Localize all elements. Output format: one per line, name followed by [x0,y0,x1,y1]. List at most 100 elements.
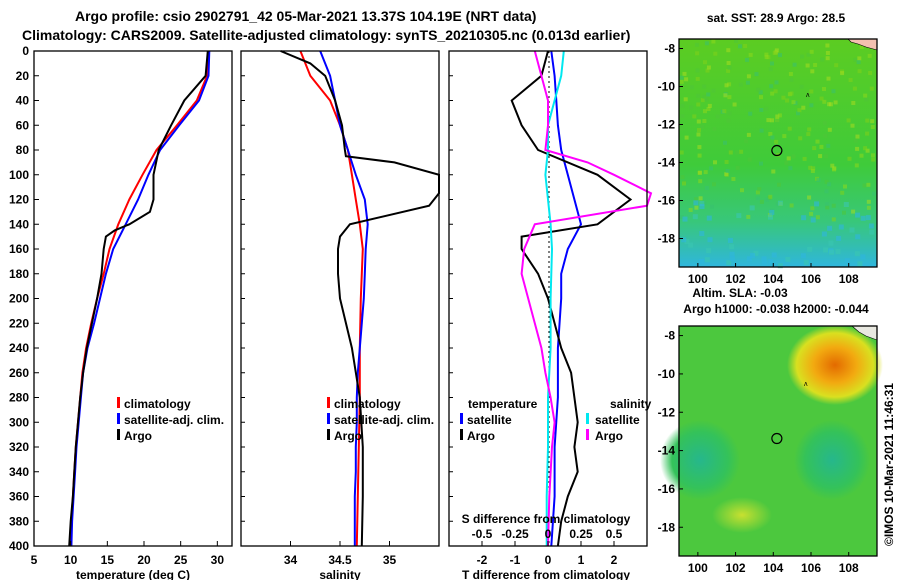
sst-speckle [824,179,829,184]
sst-speckle [823,247,829,253]
sst-speckle [679,126,683,131]
sst-speckle [808,165,813,170]
sst-speckle [801,215,807,221]
sst-speckle [735,150,740,155]
y-tick-label: 20 [16,69,30,83]
sst-speckle [792,62,797,67]
y-tick-label: 380 [9,514,29,528]
map-x-tick-label: 102 [726,272,746,286]
sst-speckle [826,76,831,81]
legend-swatch-t-argo [460,429,463,440]
x-tick-label: 25 [174,553,188,567]
map-y-tick-label: -16 [658,194,676,208]
sst-speckle [843,184,847,189]
sst-speckle [696,119,701,124]
sst-speckle [855,146,860,151]
sst-speckle [774,48,779,53]
series-t-satellite [550,50,583,547]
legend-label-climatology: climatology [334,397,401,411]
sst-speckle [738,44,742,49]
sst-speckle [809,89,814,94]
sst-speckle [702,84,707,89]
sst-speckle [768,259,774,265]
sst-speckle [772,51,777,55]
series-argo [68,50,209,547]
sst-speckle [805,63,810,68]
difference-legend-left: temperature satellite Argo [460,397,538,443]
sst-speckle [821,231,827,237]
x-tick-label: 0 [545,553,552,567]
s-difference-xlabel: S difference from climatology [462,512,631,526]
sst-speckle [736,213,742,219]
sst-speckle [787,126,792,131]
legend-label-t-satellite: satellite [467,413,512,427]
salinity-xlabel: salinity [319,568,361,580]
sst-speckle [831,89,836,94]
legend-swatch-satellite [327,413,330,424]
map-y-tick-label: -12 [658,405,676,419]
sst-speckle [697,153,702,158]
sst-speckle [842,210,846,215]
t-difference-xlabel: T difference from climatology [462,568,630,580]
salinity-series [280,50,440,547]
sst-speckle [860,254,866,260]
sst-speckle [820,57,825,62]
sst-speckle [863,146,868,151]
sst-speckle [709,204,714,209]
sst-speckle [833,100,838,105]
sst-speckle [697,145,702,150]
sst-speckle [692,214,698,220]
series-t-argo [510,50,633,547]
sst-speckle [698,196,703,201]
sla-map-ticks: 100 102 104 106 108 -8 -10 -12 -14 -16 -18 [658,329,859,575]
sst-speckle [759,199,764,204]
sst-speckle [679,215,684,220]
sst-speckle [703,170,708,175]
s-tick-label: 0 [545,527,552,541]
sla-argo-marker [771,432,783,445]
sst-speckle [810,217,816,223]
sst-speckle [696,93,701,98]
temperature-ticks: 5 10 15 20 25 3002040608010012014016018020022… [9,44,224,567]
map-y-tick-label: -10 [658,80,676,94]
sst-speckle [846,118,851,123]
sst-speckle [809,103,814,108]
temperature-panel: 5 10 15 20 25 3002040608010012014016018020022… [9,44,233,582]
sst-speckle [739,149,744,154]
sst-speckle [824,154,828,159]
sst-speckle [746,256,752,262]
sst-speckle [871,157,876,162]
legend-swatch-argo [117,429,120,440]
map-x-tick-label: 104 [763,272,783,286]
sst-speckle [848,78,853,82]
sst-speckle [775,202,780,207]
sst-speckle [724,160,729,164]
sst-speckle [840,190,845,195]
sst-speckle [682,181,686,186]
sst-speckle [689,105,693,110]
sst-speckle [822,99,827,104]
sst-speckle [812,146,817,151]
sst-speckle [869,229,875,235]
sst-speckle [770,61,774,66]
y-tick-label: 200 [9,292,29,306]
sst-speckle [824,202,829,207]
sst-speckle [684,135,689,140]
sst-speckle [698,170,702,175]
sst-speckle [726,68,731,73]
legend-swatch-climatology [327,397,330,408]
sst-speckle [853,57,858,62]
sst-speckle [823,133,828,138]
sst-speckle [849,227,855,233]
sst-speckle [734,39,739,43]
sst-speckle [681,237,687,243]
sst-speckle [682,216,688,222]
sst-speckle [682,71,687,76]
sst-speckle [727,82,732,87]
sst-speckle [868,71,873,75]
sst-speckle [865,118,870,123]
map-y-tick-label: -8 [664,42,675,56]
sst-speckle [802,156,807,161]
sst-speckle [726,260,732,266]
sst-speckle [727,95,732,100]
